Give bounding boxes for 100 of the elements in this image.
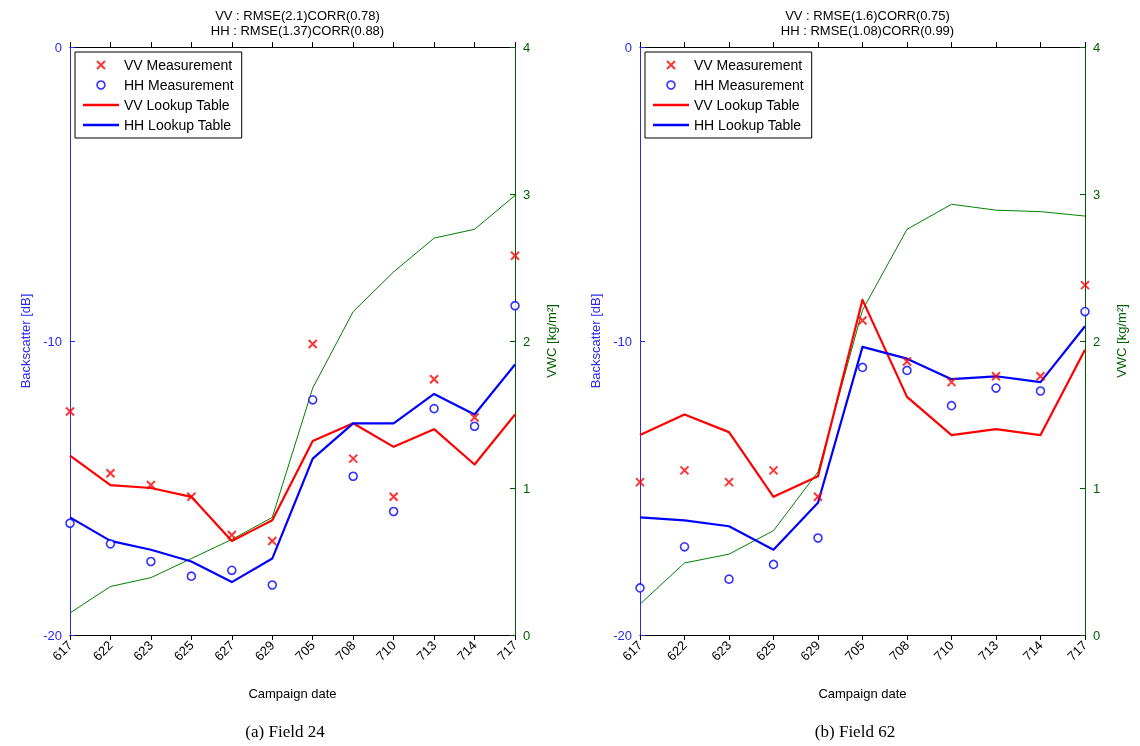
point	[768, 559, 779, 570]
point	[307, 395, 318, 405]
point	[679, 542, 690, 552]
y2-tick-label: 0	[523, 627, 531, 643]
point	[991, 371, 1001, 382]
legend-label: HH Measurement	[694, 77, 804, 93]
x-tick-label: 713	[413, 637, 440, 664]
x-tick-label: 713	[975, 637, 1002, 664]
point	[635, 583, 645, 593]
point	[510, 250, 520, 261]
y2-tick-label: 3	[1093, 186, 1101, 202]
x-tick-label: 627	[211, 637, 238, 664]
y-tick-label: -10	[43, 333, 62, 349]
text: (b) Field 62	[814, 722, 896, 741]
legend-label: HH Measurement	[124, 77, 234, 93]
x-tick-label: 717	[494, 637, 521, 664]
x-tick-label: 623	[708, 637, 735, 664]
point	[105, 468, 116, 479]
chart-subtitle: HH : RMSE(1.37)CORR(0.88)	[210, 23, 385, 38]
x-tick-label: 717	[1064, 637, 1091, 664]
y2-tick-label: 1	[523, 480, 531, 496]
y-tick-label: -20	[613, 627, 632, 643]
point	[902, 356, 912, 367]
line-series	[638, 298, 1087, 498]
chart-subtitle: HH : RMSE(1.08)CORR(0.99)	[780, 23, 955, 38]
y2-tick-label: 0	[1093, 627, 1101, 643]
legend-label: VV Measurement	[694, 57, 803, 73]
point	[146, 556, 156, 567]
x-tick-label: 705	[841, 637, 868, 664]
point	[429, 374, 440, 385]
point	[902, 365, 912, 376]
point	[724, 574, 734, 584]
chart-title: VV : RMSE(2.1)CORR(0.78)	[215, 8, 380, 23]
x-tick-label: 625	[752, 637, 779, 664]
point	[679, 465, 690, 476]
legend-label: HH Lookup Table	[124, 117, 232, 133]
legend-label: VV Lookup Table	[694, 97, 800, 113]
x-tick-label: 623	[130, 637, 157, 664]
x-tick-label: 710	[930, 637, 957, 664]
point	[724, 477, 734, 488]
point	[946, 377, 957, 388]
y2-axis-title: VWC [kg/m²]	[1114, 304, 1129, 378]
point	[469, 412, 480, 423]
point	[145, 480, 156, 491]
point	[991, 383, 1001, 393]
y2-tick-label: 2	[1093, 333, 1101, 349]
point	[307, 338, 318, 349]
chart-title: VV : RMSE(1.6)CORR(0.75)	[785, 8, 950, 23]
x-tick-label: 629	[251, 637, 278, 664]
x-tick-label: 714	[1019, 637, 1046, 664]
point	[946, 400, 957, 411]
point	[813, 491, 823, 502]
y-tick-label: 0	[624, 39, 632, 55]
point	[1080, 306, 1090, 317]
point	[105, 539, 116, 549]
line-series	[68, 413, 517, 543]
legend-label: HH Lookup Table	[694, 117, 802, 133]
point	[1035, 386, 1046, 396]
point	[65, 406, 75, 417]
y-tick-label: 0	[54, 39, 62, 55]
point	[388, 491, 399, 502]
point	[429, 403, 439, 414]
line-series	[69, 194, 516, 614]
y-axis-title: Backscatter [dB]	[588, 293, 604, 389]
point	[1035, 371, 1046, 382]
point	[813, 533, 823, 543]
point	[186, 571, 197, 581]
y2-tick-label: 4	[1093, 39, 1101, 55]
y2-axis-title: VWC [kg/m²]	[544, 304, 559, 378]
point	[65, 518, 75, 529]
point	[348, 453, 359, 464]
point	[1080, 280, 1090, 291]
x-tick-label: 708	[886, 637, 913, 664]
legend-label: VV Measurement	[124, 57, 233, 73]
y-tick-label: -20	[43, 627, 62, 643]
point	[857, 315, 868, 326]
text: (a) Field 24	[245, 722, 326, 741]
x-tick-label: 622	[663, 637, 690, 664]
point	[226, 530, 237, 541]
legend-label: VV Lookup Table	[124, 97, 230, 113]
point	[186, 491, 197, 502]
x-tick-label: 710	[373, 637, 399, 664]
point	[267, 580, 278, 590]
line-series	[638, 325, 1087, 551]
y2-tick-label: 4	[523, 39, 531, 55]
point	[227, 565, 237, 576]
x-tick-label: 708	[332, 637, 359, 664]
x-tick-label: 714	[453, 637, 480, 664]
x-axis-title: Campaign date	[818, 686, 907, 701]
point	[768, 465, 779, 476]
x-tick-label: 625	[170, 637, 197, 664]
y-axis-title: Backscatter [dB]	[18, 293, 34, 389]
y2-tick-label: 3	[523, 186, 531, 202]
y2-tick-label: 2	[523, 333, 531, 349]
x-tick-label: 622	[89, 637, 116, 664]
x-axis-title: Campaign date	[248, 686, 337, 701]
y2-tick-label: 1	[1093, 480, 1101, 496]
point	[510, 300, 520, 311]
point	[635, 477, 645, 488]
x-tick-label: 629	[797, 637, 824, 664]
